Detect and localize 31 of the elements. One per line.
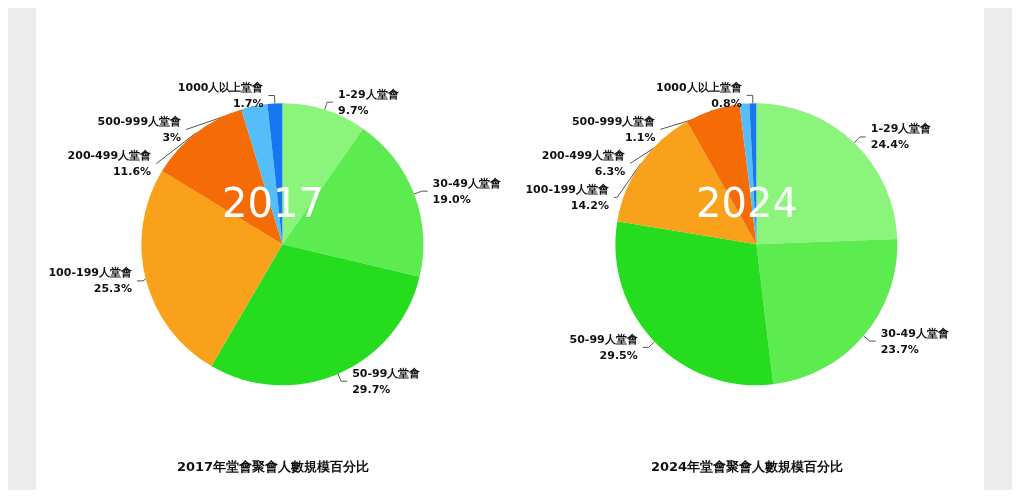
data-label: 1.7% bbox=[232, 97, 264, 111]
data-label: 19.0% bbox=[432, 192, 471, 206]
text: 2017年堂會聚會人數規模百分比 bbox=[176, 459, 370, 474]
slice-label: 50-99人堂會 bbox=[352, 366, 421, 380]
data-label: 14.2% bbox=[570, 198, 609, 212]
slice-label: 200-499人堂會 bbox=[67, 149, 152, 163]
data-label: 25.3% bbox=[93, 282, 132, 296]
data-label: 23.7% bbox=[880, 342, 919, 356]
data-label: 3% bbox=[162, 131, 182, 145]
slice-label: 1000人以上堂會 bbox=[656, 80, 742, 94]
slice-label: 30-49人堂會 bbox=[432, 176, 501, 190]
slice-label: 1-29人堂會 bbox=[870, 122, 932, 136]
slice-label: 1000人以上堂會 bbox=[177, 81, 264, 95]
data-label: 29.7% bbox=[352, 382, 391, 396]
data-label: 29.5% bbox=[599, 348, 638, 362]
slice-label: 500-999人堂會 bbox=[571, 114, 656, 128]
slice-label: 50-99人堂會 bbox=[569, 332, 638, 346]
data-label: 6.3% bbox=[594, 164, 626, 178]
slice-label: 100-199人堂會 bbox=[48, 266, 132, 280]
slice-label: 500-999人堂會 bbox=[97, 115, 182, 129]
data-label: 9.7% bbox=[338, 103, 369, 117]
slice-label: 100-199人堂會 bbox=[525, 182, 609, 196]
data-label: 24.4% bbox=[870, 138, 909, 152]
slice-label: 30-49人堂會 bbox=[880, 326, 949, 340]
data-label: 0.8% bbox=[711, 96, 742, 110]
text: 2024年堂會聚會人數規模百分比 bbox=[650, 459, 844, 474]
text: 2017 bbox=[222, 180, 324, 227]
data-label: 1.1% bbox=[624, 130, 656, 144]
slice-label: 200-499人堂會 bbox=[541, 148, 626, 162]
slice-label: 1-29人堂會 bbox=[338, 87, 399, 101]
data-label: 11.6% bbox=[112, 165, 152, 179]
